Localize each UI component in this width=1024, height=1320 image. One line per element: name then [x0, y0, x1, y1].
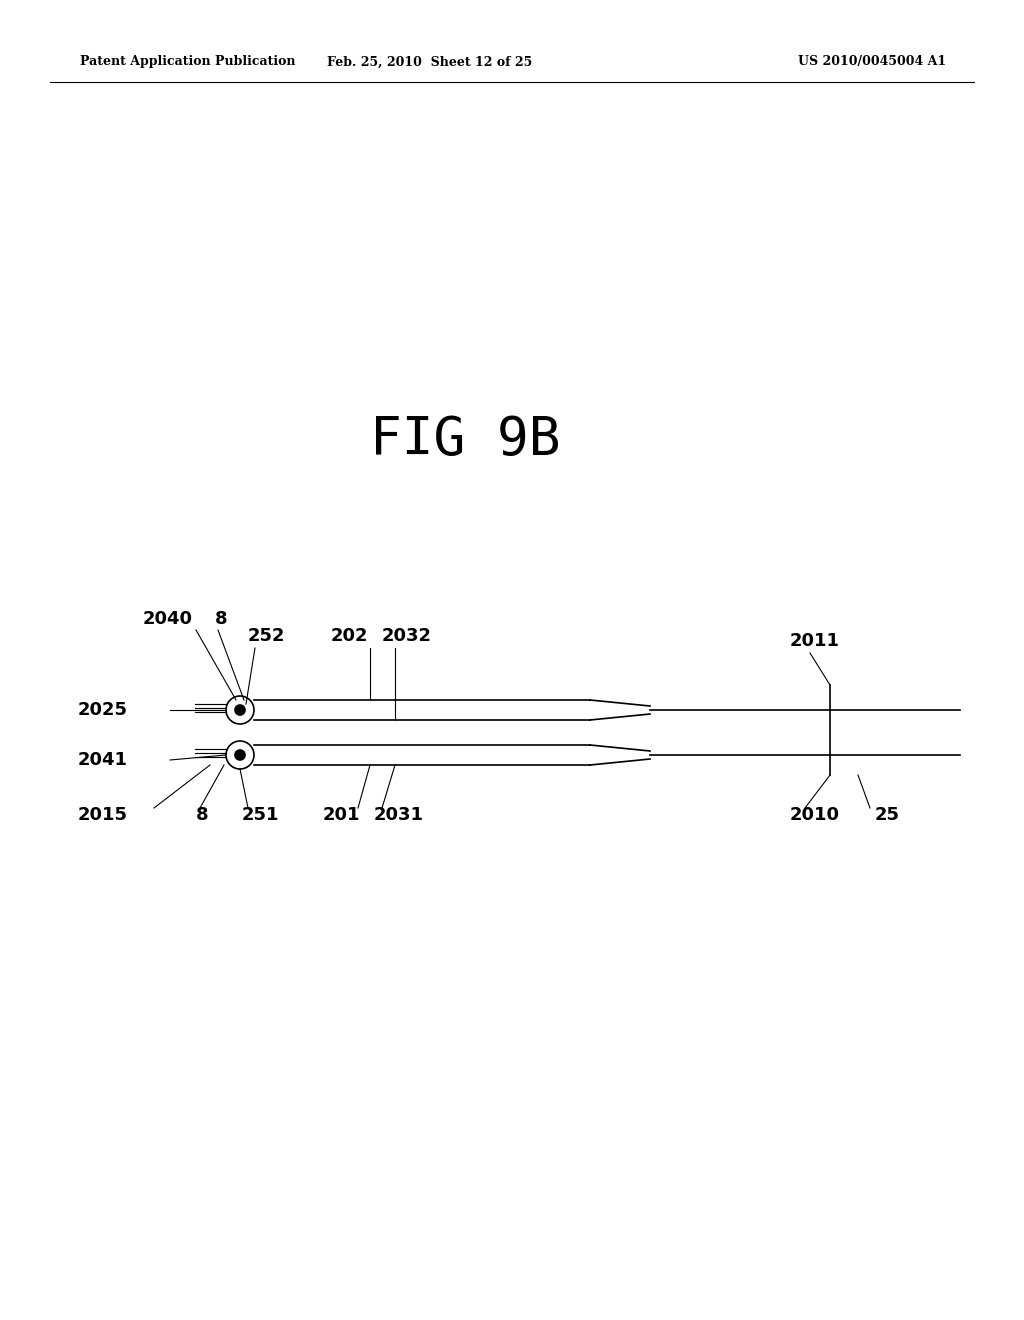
Text: 2010: 2010: [790, 807, 840, 824]
Text: 202: 202: [331, 627, 368, 645]
Text: 2011: 2011: [790, 632, 840, 649]
Text: 2032: 2032: [382, 627, 432, 645]
Text: 2015: 2015: [78, 807, 128, 824]
Text: 2040: 2040: [143, 610, 193, 628]
Text: 252: 252: [248, 627, 286, 645]
Text: 251: 251: [242, 807, 280, 824]
Text: 8: 8: [196, 807, 209, 824]
Text: 8: 8: [215, 610, 227, 628]
Text: 2025: 2025: [78, 701, 128, 719]
Text: 201: 201: [323, 807, 360, 824]
Text: 2041: 2041: [78, 751, 128, 770]
Circle shape: [234, 750, 245, 760]
Text: FIG 9B: FIG 9B: [370, 414, 560, 466]
Text: Patent Application Publication: Patent Application Publication: [80, 55, 296, 69]
Text: US 2010/0045004 A1: US 2010/0045004 A1: [798, 55, 946, 69]
Text: 2031: 2031: [374, 807, 424, 824]
Circle shape: [234, 705, 245, 715]
Text: 25: 25: [874, 807, 900, 824]
Text: Feb. 25, 2010  Sheet 12 of 25: Feb. 25, 2010 Sheet 12 of 25: [328, 55, 532, 69]
